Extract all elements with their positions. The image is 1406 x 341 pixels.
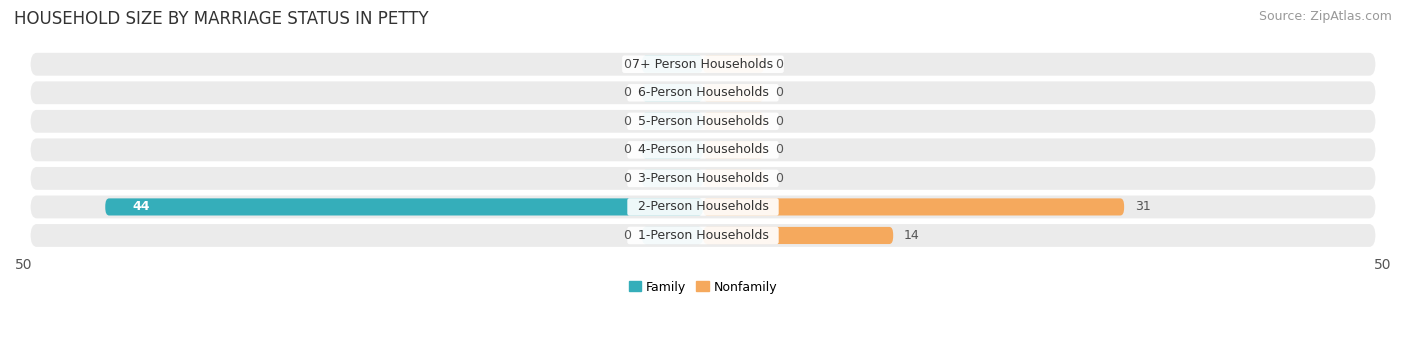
FancyBboxPatch shape — [643, 113, 703, 130]
Legend: Family, Nonfamily: Family, Nonfamily — [628, 281, 778, 294]
Text: 1-Person Households: 1-Person Households — [630, 229, 776, 242]
FancyBboxPatch shape — [31, 53, 1375, 76]
FancyBboxPatch shape — [105, 198, 703, 216]
FancyBboxPatch shape — [703, 227, 893, 244]
FancyBboxPatch shape — [643, 56, 703, 73]
Text: 0: 0 — [623, 172, 631, 185]
FancyBboxPatch shape — [643, 170, 703, 187]
FancyBboxPatch shape — [643, 141, 703, 159]
FancyBboxPatch shape — [31, 195, 1375, 218]
Text: 0: 0 — [623, 229, 631, 242]
Text: 3-Person Households: 3-Person Households — [630, 172, 776, 185]
Text: 0: 0 — [775, 172, 783, 185]
Text: 5-Person Households: 5-Person Households — [630, 115, 776, 128]
FancyBboxPatch shape — [31, 81, 1375, 104]
FancyBboxPatch shape — [31, 110, 1375, 133]
Text: 0: 0 — [623, 86, 631, 99]
Text: Source: ZipAtlas.com: Source: ZipAtlas.com — [1258, 10, 1392, 23]
FancyBboxPatch shape — [31, 224, 1375, 247]
FancyBboxPatch shape — [31, 138, 1375, 161]
FancyBboxPatch shape — [703, 84, 763, 101]
Text: HOUSEHOLD SIZE BY MARRIAGE STATUS IN PETTY: HOUSEHOLD SIZE BY MARRIAGE STATUS IN PET… — [14, 10, 429, 28]
Text: 7+ Person Households: 7+ Person Households — [624, 58, 782, 71]
Text: 2-Person Households: 2-Person Households — [630, 201, 776, 213]
Text: 0: 0 — [623, 115, 631, 128]
FancyBboxPatch shape — [703, 113, 763, 130]
FancyBboxPatch shape — [643, 227, 703, 244]
Text: 6-Person Households: 6-Person Households — [630, 86, 776, 99]
FancyBboxPatch shape — [31, 167, 1375, 190]
Text: 31: 31 — [1135, 201, 1150, 213]
Text: 14: 14 — [904, 229, 920, 242]
Text: 0: 0 — [775, 86, 783, 99]
FancyBboxPatch shape — [703, 198, 1125, 216]
Text: 0: 0 — [775, 58, 783, 71]
Text: 0: 0 — [775, 115, 783, 128]
Text: 4-Person Households: 4-Person Households — [630, 143, 776, 157]
Text: 0: 0 — [623, 58, 631, 71]
FancyBboxPatch shape — [703, 170, 763, 187]
Text: 44: 44 — [132, 201, 150, 213]
Text: 0: 0 — [623, 143, 631, 157]
FancyBboxPatch shape — [703, 141, 763, 159]
FancyBboxPatch shape — [703, 56, 763, 73]
FancyBboxPatch shape — [643, 84, 703, 101]
Text: 0: 0 — [775, 143, 783, 157]
